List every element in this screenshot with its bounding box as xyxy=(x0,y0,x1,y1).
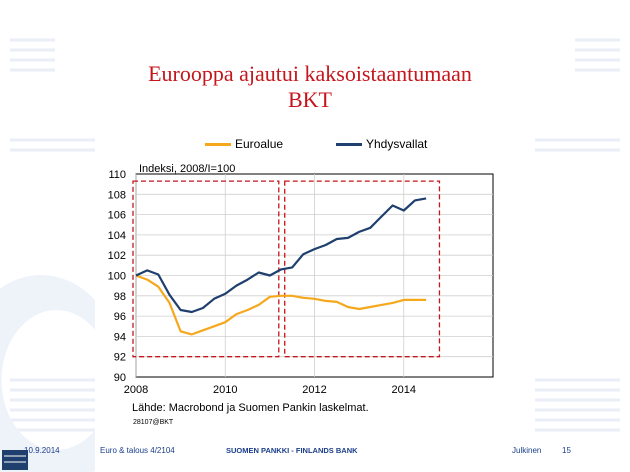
footer-page-number: 15 xyxy=(562,446,571,455)
chart-panel xyxy=(95,133,535,433)
source-note: Lähde: Macrobond ja Suomen Pankin laskel… xyxy=(132,402,369,414)
x-tick-label: 2014 xyxy=(392,384,416,396)
y-tick-label: 92 xyxy=(114,352,126,364)
y-tick-label: 100 xyxy=(108,271,126,283)
y-tick-label: 108 xyxy=(108,189,126,201)
series-lines xyxy=(135,197,427,336)
y-tick-label: 102 xyxy=(108,250,126,262)
legend-swatch-euroalue xyxy=(205,142,231,146)
legend-label-yhdysvallat: Yhdysvallat xyxy=(366,137,428,151)
slide-title-line2: BKT xyxy=(288,87,332,112)
footer-publication: Euro & talous 4/2104 xyxy=(100,446,175,455)
chart-code: 28107@BKT xyxy=(133,419,174,426)
chart-subtitle: Indeksi, 2008/I=100 xyxy=(139,163,235,175)
highlight-region-box xyxy=(132,180,280,358)
footer-date: 10.9.2014 xyxy=(24,446,60,455)
title-panel xyxy=(55,28,575,133)
y-tick-label: 96 xyxy=(114,311,126,323)
y-tick-label: 90 xyxy=(114,372,126,384)
x-tick-label: 2010 xyxy=(213,384,237,396)
y-tick-label: 98 xyxy=(114,291,126,303)
legend-item-yhdysvallat: Yhdysvallat xyxy=(336,137,427,151)
slide-title-line1: Eurooppa ajautui kaksoistaantumaan xyxy=(148,61,472,86)
x-tick-label: 2008 xyxy=(124,384,148,396)
series-line-euroalue xyxy=(135,274,427,336)
highlight-region-box xyxy=(284,180,441,358)
series-line-yhdysvallat xyxy=(135,197,427,314)
footer-classification: Julkinen xyxy=(512,446,542,455)
y-tick-label: 110 xyxy=(108,169,126,181)
x-axis-ticks: 2008 2010 2012 2014 xyxy=(124,384,416,396)
x-tick-label: 2012 xyxy=(302,384,326,396)
footer-logo-icon xyxy=(2,450,28,470)
footer-bank-name: SUOMEN PANKKI - FINLANDS BANK xyxy=(226,446,358,455)
y-tick-label: 94 xyxy=(114,331,126,343)
legend-label-euroalue: Euroalue xyxy=(235,137,284,151)
grid-lines xyxy=(135,174,493,377)
y-axis-ticks: 90 92 94 96 98 100 102 104 106 108 110 xyxy=(108,169,126,384)
legend-swatch-yhdysvallat xyxy=(336,142,362,146)
legend-item-euroalue: Euroalue xyxy=(205,137,283,151)
y-tick-label: 106 xyxy=(108,210,126,222)
y-tick-label: 104 xyxy=(108,230,126,242)
